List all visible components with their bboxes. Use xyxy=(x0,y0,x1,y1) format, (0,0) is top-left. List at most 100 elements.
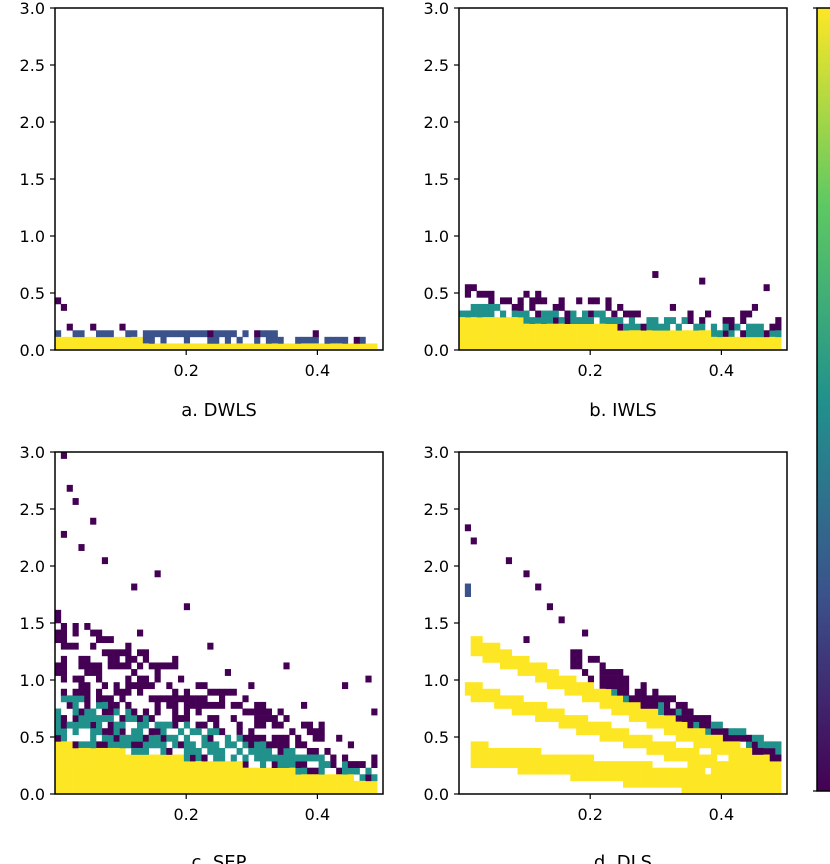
heatmap-cell xyxy=(131,747,138,755)
heatmap-cell xyxy=(318,728,325,736)
heatmap-cell xyxy=(646,767,653,775)
heatmap-cell xyxy=(552,317,559,324)
heatmap-cell xyxy=(552,343,559,351)
heatmap-cell xyxy=(201,780,208,788)
heatmap-cell xyxy=(254,787,261,795)
heatmap-cell xyxy=(271,721,278,729)
heatmap-cell xyxy=(535,317,542,324)
heatmap-cell xyxy=(107,780,114,788)
heatmap-cell xyxy=(470,761,477,768)
heatmap-cell xyxy=(623,701,630,709)
heatmap-cell xyxy=(470,310,477,318)
heatmap-cell xyxy=(505,747,513,755)
heatmap-cell xyxy=(137,774,144,782)
heatmap-cell xyxy=(178,695,185,703)
heatmap-cell xyxy=(675,323,682,331)
heatmap-cell xyxy=(96,741,103,749)
heatmap-cell xyxy=(628,330,636,338)
heatmap-cell xyxy=(242,767,249,775)
heatmap-cell xyxy=(195,721,202,729)
heatmap-cell xyxy=(306,767,314,775)
heatmap-cell xyxy=(599,767,606,775)
heatmap-cell xyxy=(476,642,483,650)
heatmap-cell xyxy=(125,787,132,795)
heatmap-cell xyxy=(312,728,319,736)
heatmap-cell xyxy=(277,741,284,749)
heatmap-cell xyxy=(371,343,378,351)
heatmap-cell xyxy=(500,343,507,351)
heatmap-cell xyxy=(599,662,606,670)
heatmap-cell xyxy=(230,701,237,709)
heatmap-cell xyxy=(558,721,565,729)
heatmap-cell xyxy=(634,741,641,749)
heatmap-cell xyxy=(775,780,782,788)
heatmap-cell xyxy=(90,323,97,331)
heatmap-cell xyxy=(283,741,290,749)
heatmap-cell xyxy=(494,642,501,650)
heatmap-cell xyxy=(505,655,513,663)
heatmap-cell xyxy=(295,741,302,749)
heatmap-cell xyxy=(529,701,536,709)
heatmap-cell xyxy=(84,741,91,749)
heatmap-cell xyxy=(84,688,91,696)
heatmap-cell xyxy=(189,747,196,755)
heatmap-cell xyxy=(693,728,700,736)
heatmap-cell xyxy=(740,330,747,338)
heatmap-cell xyxy=(207,701,214,709)
heatmap-cell xyxy=(55,297,62,305)
heatmap-cell xyxy=(283,715,290,722)
heatmap-cell xyxy=(517,310,524,318)
heatmap-cell xyxy=(617,682,624,690)
heatmap-cell xyxy=(763,741,770,749)
heatmap-cell xyxy=(137,682,144,690)
heatmap-cell xyxy=(746,754,753,762)
heatmap-cell xyxy=(260,330,267,338)
heatmap-cell xyxy=(113,336,120,344)
heatmap-cell xyxy=(172,655,179,663)
heatmap-cell xyxy=(306,728,314,736)
heatmap-cell xyxy=(605,336,612,344)
heatmap-cell xyxy=(605,330,612,338)
heatmap-cell xyxy=(178,774,185,782)
heatmap-cell xyxy=(60,629,68,637)
heatmap-cell xyxy=(593,728,600,736)
heatmap-cell xyxy=(242,695,249,703)
heatmap-cell xyxy=(172,741,179,749)
y-tick-label: 0.0 xyxy=(424,341,449,360)
heatmap-cell xyxy=(131,655,138,663)
heatmap-cell xyxy=(101,636,109,644)
heatmap-cell xyxy=(593,336,600,344)
heatmap-cell xyxy=(687,317,694,324)
heatmap-cell xyxy=(634,715,641,722)
heatmap-cell xyxy=(312,754,319,762)
heatmap-cell xyxy=(271,761,278,768)
heatmap-cell xyxy=(693,767,700,775)
heatmap-cell xyxy=(529,323,536,331)
heatmap-cell xyxy=(113,767,120,775)
heatmap-cell xyxy=(751,343,759,351)
heatmap-cell xyxy=(66,642,73,650)
heatmap-cell xyxy=(523,336,530,344)
heatmap-cell xyxy=(260,721,267,729)
heatmap-cell xyxy=(746,774,753,782)
heatmap-cell xyxy=(628,780,636,788)
heatmap-cell xyxy=(763,336,770,344)
heatmap-cell xyxy=(60,675,68,683)
heatmap-cell xyxy=(201,682,208,690)
heatmap-cell xyxy=(178,767,185,775)
heatmap-cell xyxy=(101,754,109,762)
heatmap-cell xyxy=(505,336,513,344)
heatmap-cell xyxy=(236,721,243,729)
heatmap-cell xyxy=(570,774,577,782)
heatmap-cell xyxy=(248,734,255,742)
heatmap-cell xyxy=(207,728,214,736)
heatmap-cell xyxy=(166,747,173,755)
heatmap-cell xyxy=(646,708,653,716)
heatmap-cell xyxy=(318,343,325,351)
heatmap-cell xyxy=(125,662,132,670)
heatmap-cell xyxy=(734,754,741,762)
heatmap-cell xyxy=(558,336,565,344)
heatmap-cell xyxy=(746,734,753,742)
heatmap-cell xyxy=(740,728,747,736)
heatmap-cell xyxy=(587,754,595,762)
